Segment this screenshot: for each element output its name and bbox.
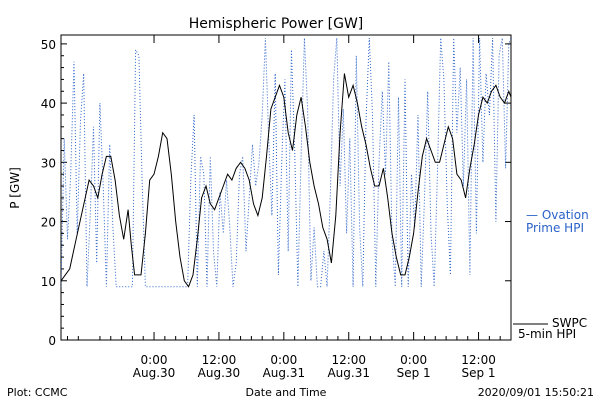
x-tick-date-label: Sep 1 [462, 366, 496, 380]
x-tick-time-label: 0:00 [141, 353, 168, 367]
x-tick-time-label: 12:00 [461, 353, 496, 367]
plot-frame [60, 34, 512, 341]
y-tick-label: 10 [41, 275, 56, 289]
footer-plot-credit: Plot: CCMC [7, 386, 68, 399]
y-axis-ticks: 0 10 20 30 40 50 [41, 38, 511, 348]
x-tick-date-label: Aug.31 [327, 366, 370, 380]
y-axis-label: P [GW] [8, 167, 22, 209]
x-tick-time-label: 12:00 [331, 353, 366, 367]
x-tick-date-label: Sep 1 [397, 366, 431, 380]
legend-swpc-line2: 5-min HPI [518, 327, 576, 341]
y-tick-label: 30 [41, 156, 56, 170]
legend-swpc: SWPC 5-min HPI [513, 316, 587, 341]
x-axis-ticks: 0:00Aug.3012:00Aug.300:00Aug.3112:00Aug.… [66, 35, 512, 380]
legend-ovation-line1: — Ovation [526, 208, 589, 222]
legend-swpc-line1: SWPC [552, 316, 587, 330]
plot-area [61, 37, 511, 288]
x-tick-time-label: 12:00 [202, 353, 237, 367]
legend-ovation-line2: Prime HPI [526, 221, 584, 235]
ovation-series-line [61, 37, 511, 288]
x-axis-label: Date and Time [246, 386, 327, 399]
chart-title: Hemispheric Power [GW] [189, 16, 364, 32]
y-tick-label: 50 [41, 38, 56, 52]
x-tick-date-label: Aug.31 [263, 366, 306, 380]
footer-timestamp: 2020/09/01 15:50:21 [478, 386, 594, 399]
y-tick-label: 20 [41, 216, 56, 230]
x-tick-date-label: Aug.30 [198, 366, 241, 380]
swpc-series-line [61, 73, 511, 288]
x-tick-date-label: Aug.30 [133, 366, 176, 380]
y-tick-label: 40 [41, 97, 56, 111]
x-tick-time-label: 0:00 [270, 353, 297, 367]
y-tick-label: 0 [48, 334, 56, 348]
legend-ovation: — Ovation Prime HPI [526, 208, 589, 235]
x-tick-time-label: 0:00 [400, 353, 427, 367]
